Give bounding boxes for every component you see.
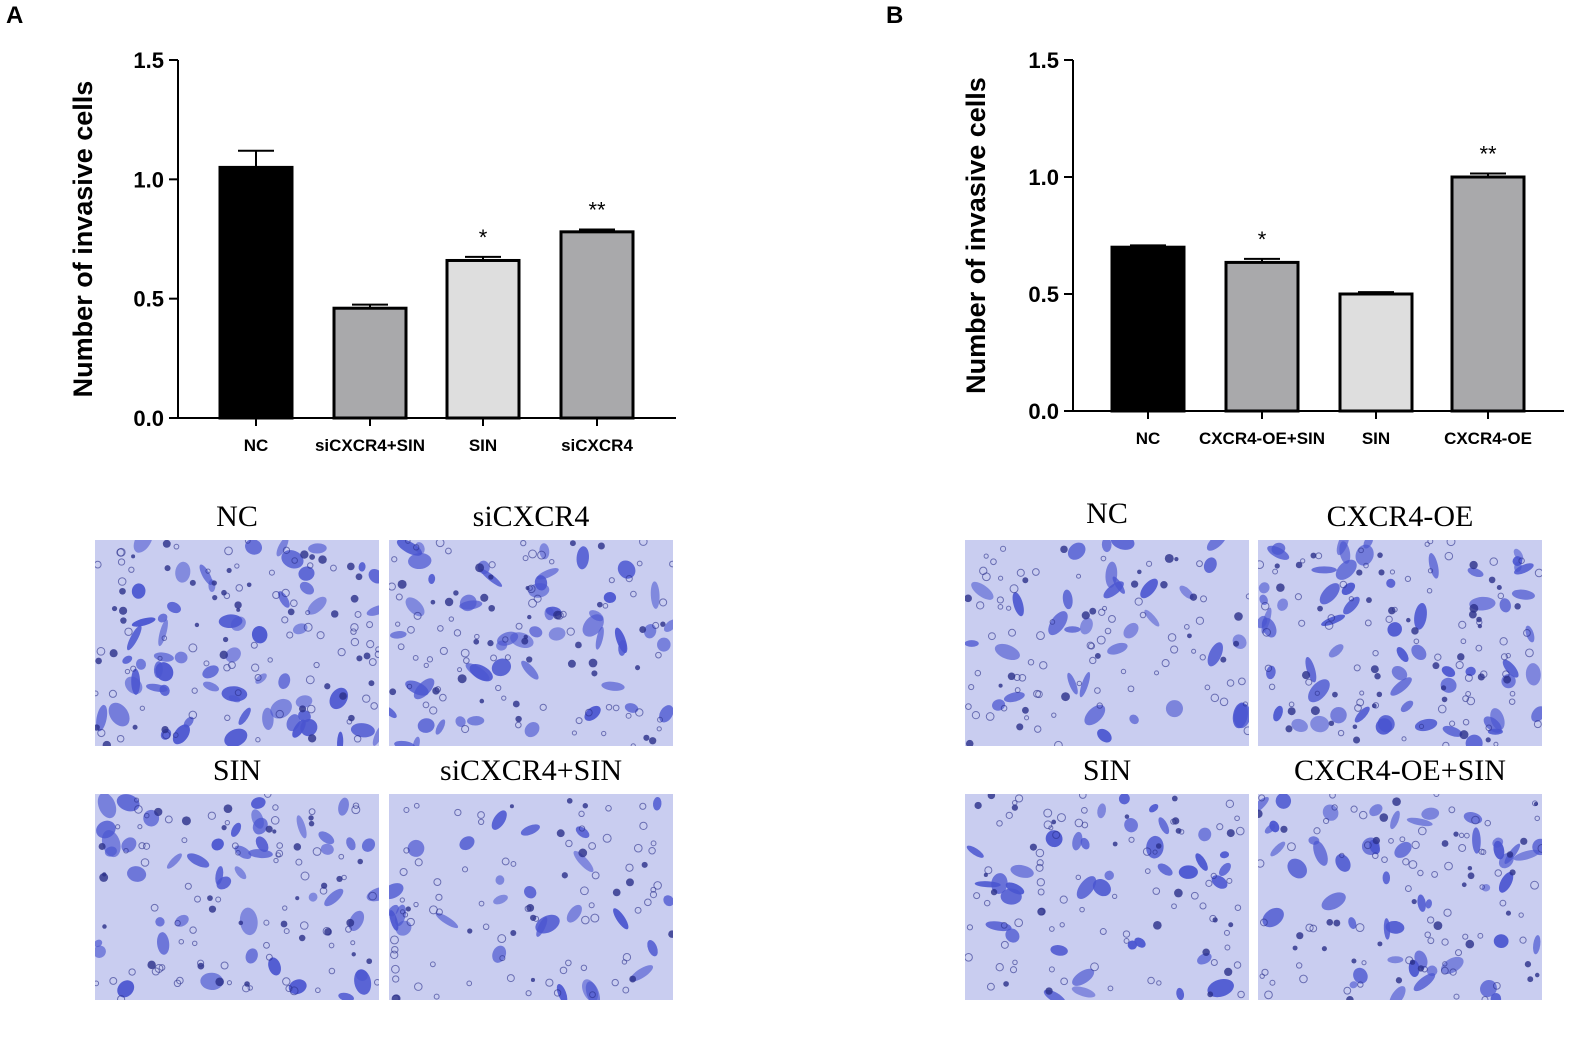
significance-marker: ** [588, 197, 606, 222]
bar [1450, 175, 1526, 413]
panel-letter: A [6, 2, 24, 29]
category-label: siCXCR4+SIN [315, 436, 425, 455]
category-label: SIN [469, 436, 497, 455]
panel-a: A 0.0 0.5 1.0 1.5 Number of invasive cells NC… [0, 0, 790, 1040]
category-label: NC [1136, 429, 1161, 448]
bar [445, 258, 521, 420]
panel-b: B 0.0 0.5 1.0 1.5 Number of invasive cells NC… [880, 0, 1591, 1040]
category-label: CXCR4-OE+SIN [1199, 429, 1325, 448]
y-tick-label: 1.5 [133, 48, 164, 73]
y-tick-label: 1.0 [1028, 165, 1059, 190]
y-tick-label: 0.5 [1028, 282, 1059, 307]
bar [1110, 245, 1186, 413]
image-label-sin: SIN [1082, 754, 1132, 787]
image-label-cxcr4-oe-sin: CXCR4-OE+SIN [1294, 754, 1506, 787]
y-axis-label: Number of invasive cells [68, 81, 98, 398]
bar [1338, 292, 1414, 413]
image-label-sin: SIN [212, 754, 262, 787]
y-tick-label: 1.0 [133, 167, 164, 192]
y-tick-label: 0.5 [133, 287, 164, 312]
bar [218, 165, 294, 420]
image-label-cxcr4-oe: CXCR4-OE [1326, 500, 1474, 533]
bar [332, 306, 408, 420]
micrograph-nc [95, 540, 379, 746]
panel-letter: B [886, 2, 904, 29]
bar [1224, 260, 1300, 413]
category-label: SIN [1362, 429, 1390, 448]
image-label-nc: NC [1086, 497, 1128, 530]
bar-chart-b: 0.0 0.5 1.0 1.5 Number of invasive cells NC CX… [961, 48, 1564, 448]
image-label-sicxcr4-sin: siCXCR4+SIN [440, 754, 622, 787]
bar [559, 230, 635, 420]
significance-marker: ** [1479, 141, 1497, 166]
y-tick-label: 0.0 [133, 406, 164, 431]
y-tick-label: 1.5 [1028, 48, 1059, 73]
category-label: siCXCR4 [561, 436, 633, 455]
y-axis-label: Number of invasive cells [961, 77, 991, 394]
micrograph-sicxcr4 [389, 540, 673, 746]
micrograph-sicxcr4-sin [389, 794, 673, 1000]
bar-chart-a: 0.0 0.5 1.0 1.5 Number of invasive cells NC si… [68, 48, 676, 455]
micrograph-sin [95, 794, 379, 1000]
micrograph-sin [965, 794, 1249, 1000]
category-label: NC [244, 436, 269, 455]
y-tick-label: 0.0 [1028, 399, 1059, 424]
significance-marker: * [1258, 227, 1267, 252]
category-label: CXCR4-OE [1444, 429, 1532, 448]
micrograph-cxcr4-oe [1258, 540, 1542, 746]
image-label-sicxcr4: siCXCR4 [472, 500, 590, 533]
micrograph-nc [965, 540, 1249, 746]
micrograph-cxcr4-oe-sin [1258, 794, 1542, 1000]
significance-marker: * [479, 225, 488, 250]
image-label-nc: NC [216, 500, 258, 533]
